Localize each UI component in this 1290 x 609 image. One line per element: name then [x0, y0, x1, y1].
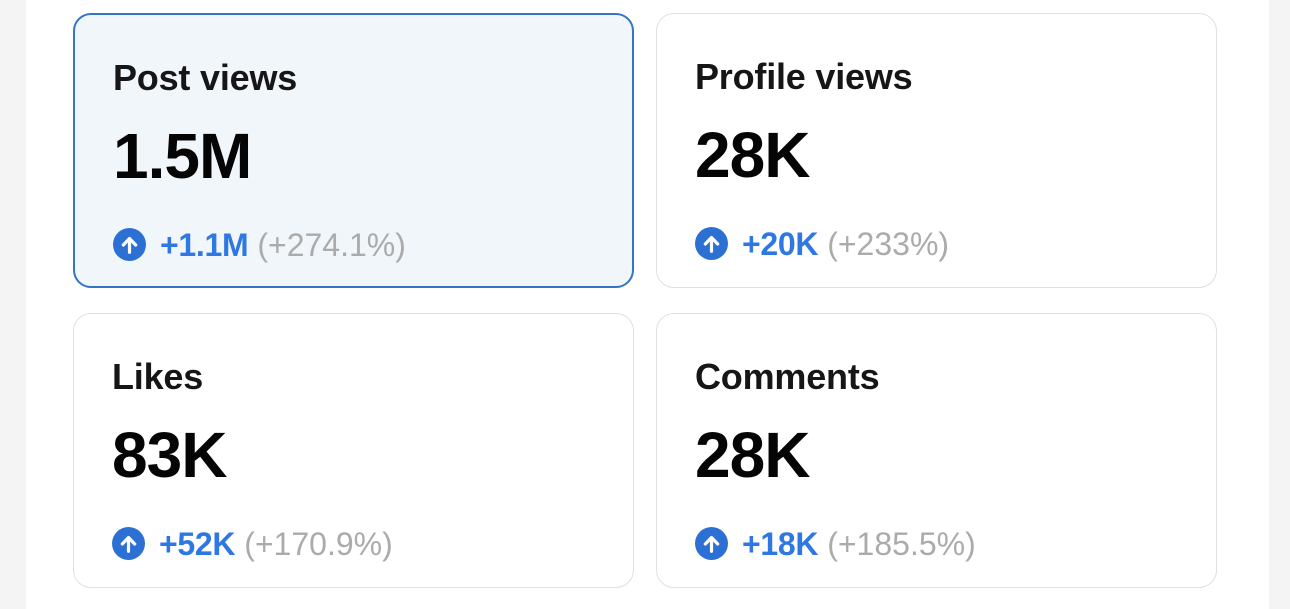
stat-card-value: 28K [695, 419, 810, 491]
stat-card-value: 28K [695, 119, 810, 191]
change-amount: +52K [159, 525, 236, 562]
stat-card-value: 1.5M [113, 120, 252, 192]
stat-card-profile-views[interactable]: Profile views 28K +20K (+233%) [656, 13, 1217, 288]
stat-card-label: Likes [112, 356, 204, 397]
stat-card-change-row: +18K (+185.5%) [695, 527, 1178, 560]
arrow-up-circle-icon [695, 227, 728, 260]
right-page-gutter [1269, 0, 1290, 609]
stat-card-change-row: +52K (+170.9%) [112, 527, 595, 560]
change-percent: (+185.5%) [827, 525, 976, 562]
change-amount: +1.1M [160, 226, 249, 263]
stat-card-change-row: +1.1M (+274.1%) [113, 228, 594, 261]
arrow-up-circle-icon [113, 228, 146, 261]
arrow-up-circle-icon [695, 527, 728, 560]
stat-card-label: Comments [695, 356, 880, 397]
change-amount: +20K [742, 225, 819, 262]
stat-card-likes[interactable]: Likes 83K +52K (+170.9%) [73, 313, 634, 588]
change-percent: (+274.1%) [257, 226, 406, 263]
stat-card-label: Profile views [695, 56, 913, 97]
change-amount: +18K [742, 525, 819, 562]
change-percent: (+233%) [827, 225, 950, 262]
stat-card-change-row: +20K (+233%) [695, 227, 1178, 260]
stat-card-comments[interactable]: Comments 28K +18K (+185.5%) [656, 313, 1217, 588]
stat-card-label: Post views [113, 57, 298, 98]
stat-card-value: 83K [112, 419, 227, 491]
arrow-up-circle-icon [112, 527, 145, 560]
stat-card-post-views[interactable]: Post views 1.5M +1.1M (+274.1%) [73, 13, 634, 288]
change-percent: (+170.9%) [244, 525, 393, 562]
metric-cards-grid: Post views 1.5M +1.1M (+274.1%) Profile … [73, 13, 1217, 588]
left-page-gutter [0, 0, 26, 609]
